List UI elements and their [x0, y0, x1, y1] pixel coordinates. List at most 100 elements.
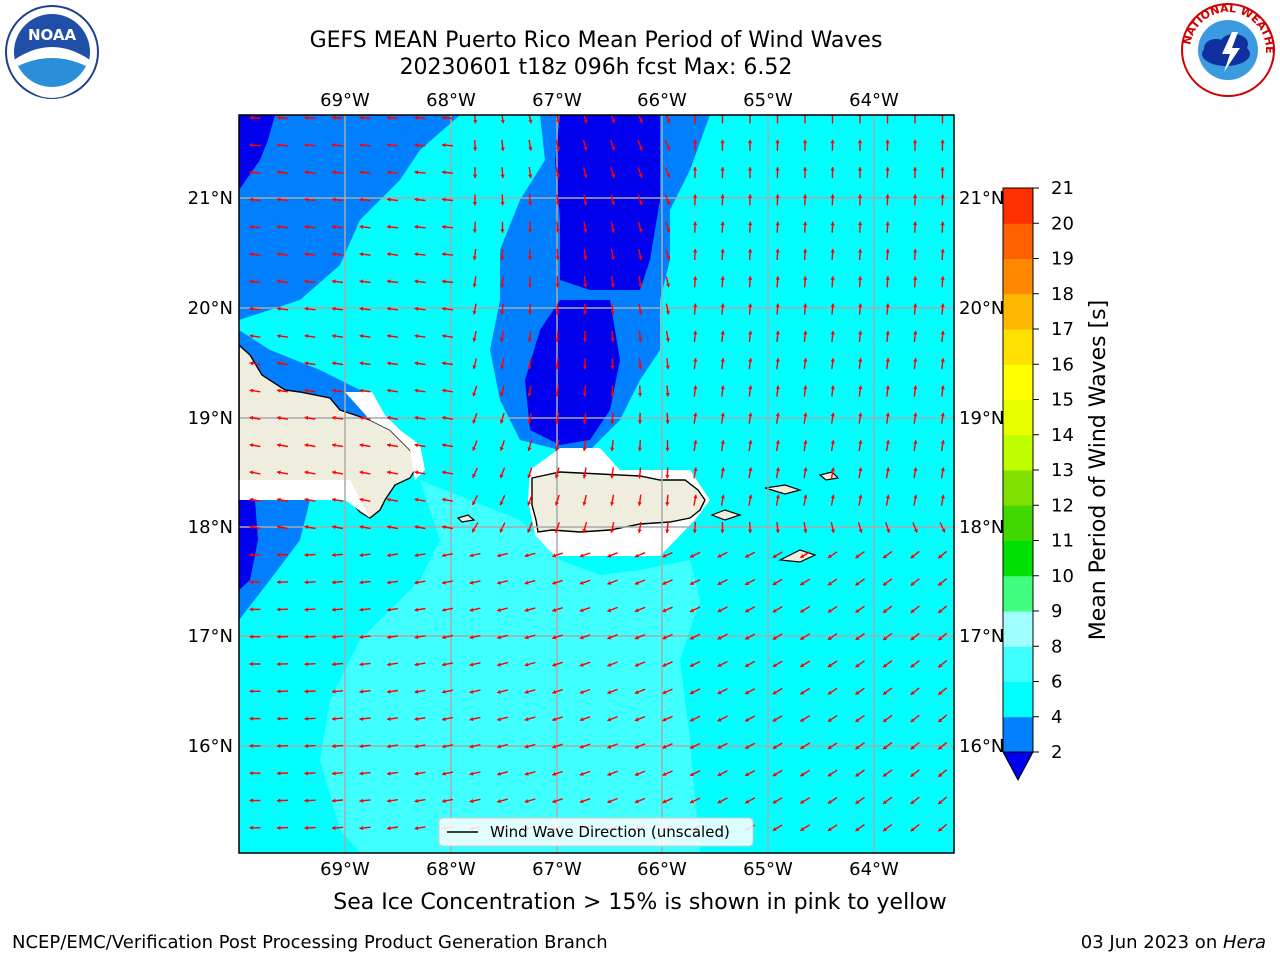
wind-wave-arrowhead: [469, 662, 474, 667]
wind-wave-arrowhead: [497, 635, 501, 640]
lon-label: 65°W: [743, 859, 793, 880]
wind-wave-arrowhead: [802, 167, 808, 171]
wind-wave-arrowhead: [748, 276, 753, 280]
band-lt-2: [555, 115, 660, 290]
wind-wave-arrowhead: [414, 525, 419, 530]
wind-wave-arrowhead: [387, 170, 391, 175]
wind-wave-arrowhead: [940, 249, 945, 253]
wind-wave-arrowhead: [442, 607, 446, 612]
wind-wave-arrowhead: [414, 197, 419, 202]
wind-wave-arrowhead: [720, 194, 725, 198]
wind-wave-arrowhead: [414, 771, 419, 776]
wind-wave-arrowhead: [304, 798, 308, 803]
wind-wave-arrowhead: [497, 771, 501, 776]
wind-wave-arrowhead: [662, 717, 667, 722]
wind-wave-arrowhead: [552, 635, 557, 640]
wind-wave-arrowhead: [359, 443, 364, 448]
wind-wave-arrowhead: [472, 392, 477, 397]
wind-wave-arrowhead: [611, 146, 616, 151]
colorbar-label: Mean Period of Wind Waves [s]: [1086, 300, 1111, 640]
wind-wave-arrowhead: [472, 501, 476, 506]
wind-wave-arrowhead: [855, 718, 860, 722]
wind-wave-arrowhead: [637, 447, 642, 452]
wind-wave-arrowhead: [802, 194, 808, 198]
hispaniola-white-border: [239, 480, 370, 518]
wind-wave-arrowhead: [524, 689, 529, 694]
wind-wave-arrowhead: [662, 581, 667, 585]
wind-wave-arrowhead: [775, 276, 780, 280]
wind-wave-arrowhead: [555, 420, 560, 424]
wind-wave-arrowhead: [277, 306, 281, 311]
wind-wave-arrowhead: [249, 634, 253, 639]
wind-wave-arrowhead: [855, 690, 860, 695]
wind-wave-arrowhead: [827, 827, 832, 831]
lon-label: 67°W: [532, 859, 582, 880]
wind-wave-arrowhead: [555, 392, 560, 397]
wind-wave-arrowhead: [414, 443, 419, 448]
wind-wave-arrowhead: [690, 608, 694, 613]
wind-wave-arrowhead: [940, 412, 945, 417]
wind-wave-arrowhead: [414, 744, 419, 749]
wind-wave-arrowhead: [359, 470, 364, 475]
wind-wave-arrowhead: [717, 690, 722, 695]
wind-wave-arrowhead: [524, 635, 529, 640]
wind-wave-arrowhead: [720, 385, 725, 390]
wind-wave-arrowhead: [414, 252, 419, 257]
wind-wave-arrowhead: [748, 440, 753, 444]
colorbar-tick-label: 21: [1051, 178, 1074, 199]
wind-wave-arrowhead: [332, 415, 336, 421]
wind-wave-arrowhead: [610, 283, 615, 288]
wind-wave-arrowhead: [775, 358, 780, 362]
wind-wave-arrowhead: [830, 467, 835, 472]
wind-wave-arrowhead: [579, 608, 584, 613]
wind-wave-arrowhead: [555, 311, 560, 315]
colorbar-tick-label: 20: [1051, 213, 1074, 234]
colorbar-tick-label: 4: [1051, 707, 1062, 728]
wind-wave-arrowhead: [665, 392, 670, 397]
wind-wave-arrowhead: [634, 690, 639, 695]
wind-wave-arrowhead: [497, 799, 501, 804]
wind-wave-arrowhead: [830, 440, 835, 444]
wind-wave-arrowhead: [665, 447, 670, 452]
wind-wave-arrowhead: [249, 771, 253, 776]
wind-wave-arrowhead: [332, 662, 336, 667]
footer-date: 03 Jun 2023 on Hera: [1081, 932, 1266, 953]
wind-wave-arrowhead: [527, 311, 532, 315]
wind-wave-arrowhead: [249, 361, 254, 366]
wind-wave-arrowhead: [583, 283, 588, 288]
wind-wave-arrowhead: [414, 689, 419, 694]
wind-wave-arrowhead: [499, 419, 504, 424]
wind-wave-arrowhead: [527, 256, 533, 260]
wind-wave-arrowhead: [442, 170, 446, 175]
wind-wave-arrowhead: [552, 580, 557, 585]
wind-wave-arrowhead: [528, 229, 533, 233]
wind-wave-arrowhead: [938, 718, 943, 723]
wind-wave-arrowhead: [497, 744, 501, 749]
wind-wave-arrowhead: [442, 689, 446, 694]
wind-wave-arrowhead: [855, 608, 860, 613]
wind-wave-arrowhead: [634, 717, 639, 722]
lon-label: 68°W: [426, 90, 476, 111]
wind-wave-arrowhead: [610, 256, 615, 260]
lon-label: 64°W: [849, 859, 899, 880]
wind-wave-arrowhead: [387, 497, 391, 502]
wind-wave-arrowhead: [886, 528, 891, 533]
wind-wave-arrowhead: [499, 474, 504, 478]
sea-ice-note: Sea Ice Concentration > 15% is shown in …: [333, 890, 947, 915]
wind-wave-arrowhead: [359, 252, 364, 257]
wind-wave-arrowhead: [472, 174, 478, 179]
wind-wave-arrows: [249, 115, 948, 832]
wind-wave-arrowhead: [830, 276, 835, 280]
wind-wave-arrowhead: [387, 115, 391, 120]
wind-wave-arrowhead: [830, 194, 835, 198]
wind-wave-arrowhead: [775, 167, 780, 171]
wind-wave-arrowhead: [387, 798, 391, 803]
wind-wave-arrowhead: [662, 744, 667, 749]
lon-labels-top: 69°W 68°W 67°W 66°W 65°W 64°W: [320, 90, 899, 111]
lat-label: 18°N: [959, 517, 1004, 538]
wind-wave-arrowhead: [692, 167, 698, 171]
wind-wave-arrowhead: [497, 553, 501, 558]
wind-wave-arrowhead: [387, 716, 391, 721]
wind-wave-arrowhead: [387, 470, 391, 475]
wind-wave-arrowhead: [745, 717, 750, 722]
